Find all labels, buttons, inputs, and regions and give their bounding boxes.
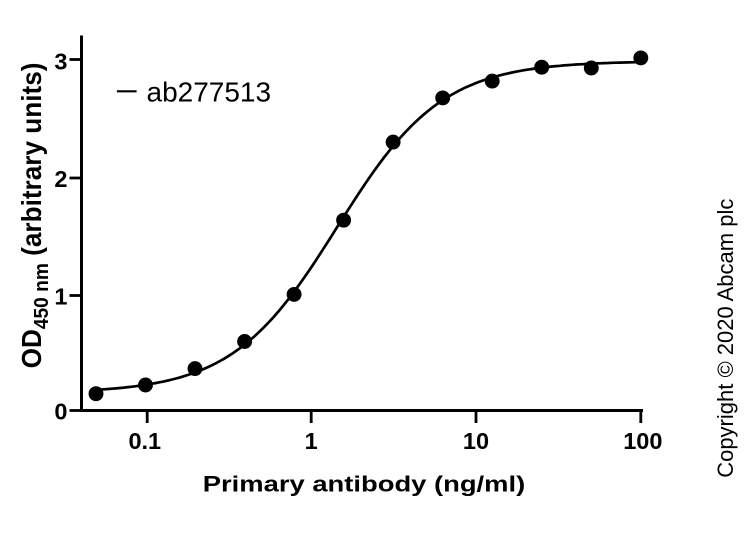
- svg-text:100: 100: [623, 428, 662, 454]
- svg-text:2: 2: [54, 166, 67, 192]
- svg-text:3: 3: [54, 49, 67, 75]
- svg-text:1: 1: [305, 428, 318, 454]
- svg-text:1: 1: [54, 283, 67, 309]
- svg-text:10: 10: [463, 428, 489, 454]
- svg-text:0: 0: [54, 399, 67, 425]
- svg-text:ab277513: ab277513: [147, 77, 272, 108]
- svg-text:Primary antibody (ng/ml): Primary antibody (ng/ml): [203, 473, 525, 497]
- svg-text:0.1: 0.1: [128, 428, 161, 454]
- svg-text:OD450 nm (arbitrary units): OD450 nm (arbitrary units): [15, 62, 53, 368]
- svg-text:Copyright © 2020 Abcam plc: Copyright © 2020 Abcam plc: [713, 199, 738, 478]
